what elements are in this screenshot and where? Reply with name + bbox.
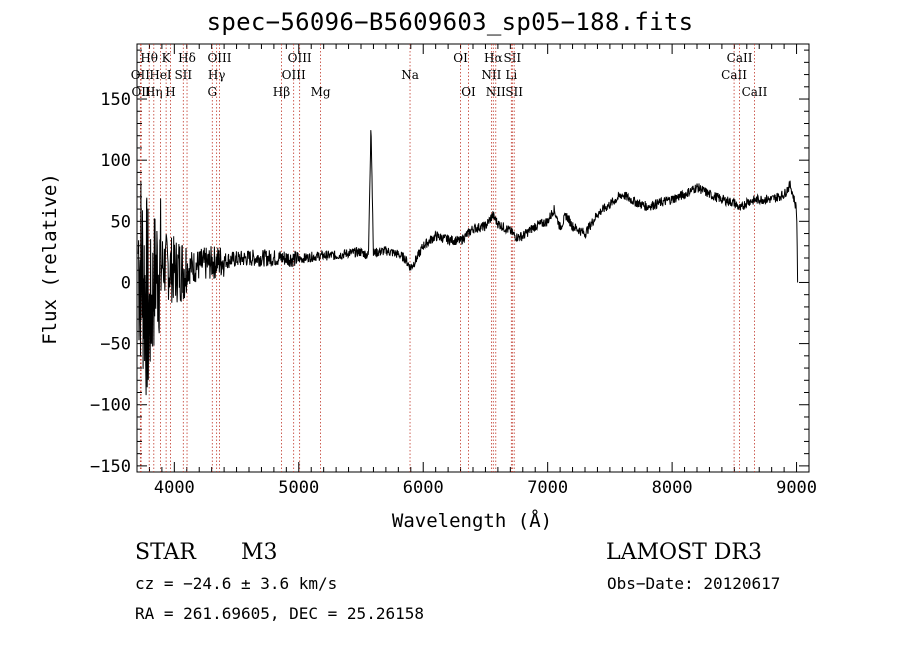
line-marker-label: OII [131, 68, 151, 82]
x-tick-label: 6000 [403, 478, 444, 498]
y-tick-label: −50 [100, 335, 131, 355]
line-marker-label: OIII [282, 68, 306, 82]
line-marker-label: NII [481, 68, 501, 82]
line-marker-label: SII [505, 85, 523, 99]
line-marker-label: OIII [288, 51, 312, 65]
survey-name: LAMOST DR3 [606, 540, 762, 565]
line-marker-label: H [165, 85, 175, 99]
y-tick-label: 0 [121, 273, 131, 293]
y-axis-label: Flux (relative) [39, 173, 61, 345]
y-tick-label: −100 [90, 396, 131, 416]
redshift-info: cz = −24.6 ± 3.6 km/s [135, 574, 338, 593]
observation-date: Obs−Date: 20120617 [607, 574, 781, 593]
line-marker-label: Na [401, 68, 419, 82]
chart-title: spec−56096−B5609603_sp05−188.fits [206, 8, 694, 36]
line-marker-label: OI [461, 85, 476, 99]
line-marker-label: Hδ [178, 51, 196, 65]
line-marker-label: Hγ [208, 68, 226, 82]
line-marker-label: G [207, 85, 217, 99]
line-marker-label: HeI [149, 68, 172, 82]
line-marker-label: OII [131, 85, 151, 99]
line-marker-label: CaII [742, 85, 768, 99]
line-marker-label: Hη [145, 85, 163, 99]
x-tick-label: 8000 [652, 478, 693, 498]
spectrum-line [137, 130, 799, 396]
x-tick-label: 7000 [527, 478, 568, 498]
y-tick-label: 150 [100, 90, 131, 110]
x-tick-label: 9000 [776, 478, 817, 498]
line-marker-label: Li [505, 68, 517, 82]
x-tick-label: 4000 [154, 478, 195, 498]
line-marker-label: Hβ [273, 85, 290, 99]
line-marker-label: OIII [207, 51, 231, 65]
object-subclass: M3 [241, 540, 278, 565]
line-marker-label: CaII [727, 51, 753, 65]
line-marker-label: Hθ [140, 51, 158, 65]
line-marker-label: SII [174, 68, 192, 82]
line-marker-label: SII [503, 51, 521, 65]
x-axis-label: Wavelength (Å) [391, 510, 553, 532]
line-marker-label: CaII [721, 68, 747, 82]
line-marker-label: K [162, 51, 172, 65]
line-marker-label: NII [486, 85, 506, 99]
line-marker-label: OI [453, 51, 468, 65]
object-class: STAR [135, 540, 196, 565]
line-marker-label: Hα [484, 51, 503, 65]
y-tick-label: −150 [90, 457, 131, 477]
line-marker-label: Mg [311, 85, 331, 99]
coordinates: RA = 261.69605, DEC = 25.26158 [135, 604, 424, 623]
y-tick-label: 50 [111, 212, 131, 232]
y-tick-label: 100 [100, 151, 131, 171]
x-tick-label: 5000 [278, 478, 319, 498]
